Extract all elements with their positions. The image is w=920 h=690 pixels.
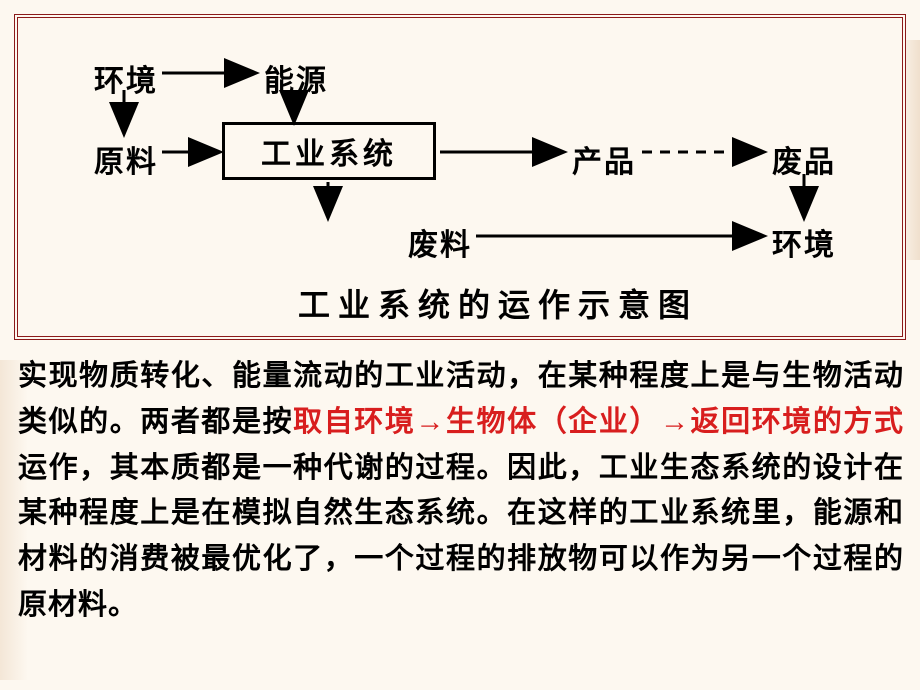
paragraph-highlight: 取自环境→生物体（企业）→返回环境的方式 [293, 406, 904, 438]
node-system: 工业系统 [222, 122, 436, 180]
node-product: 产品 [572, 137, 636, 181]
node-waste_m: 废料 [408, 220, 472, 264]
diagram-frame: 环境 能源原料 工业系统 产品 废品废料 环境 工业系统的运作示意图 [14, 14, 906, 340]
node-raw: 原料 [94, 137, 158, 181]
node-env2: 环境 [772, 220, 836, 264]
diagram-caption: 工业系统的运作示意图 [298, 280, 698, 326]
paragraph-post: 运作，其本质都是一种代谢的过程。因此，工业生态系统的设计在某种程度上是在模拟自然… [18, 452, 904, 621]
node-waste_p: 废品 [772, 137, 836, 181]
body-paragraph: 实现物质转化、能量流动的工业活动，在某种程度上是与生物活动类似的。两者都是按取自… [18, 354, 904, 629]
node-energy: 能源 [264, 56, 328, 100]
node-env1: 环境 [94, 56, 158, 100]
diagram-canvas: 环境能源原料工业系统产品废品废料环境 工业系统的运作示意图 [32, 32, 888, 322]
